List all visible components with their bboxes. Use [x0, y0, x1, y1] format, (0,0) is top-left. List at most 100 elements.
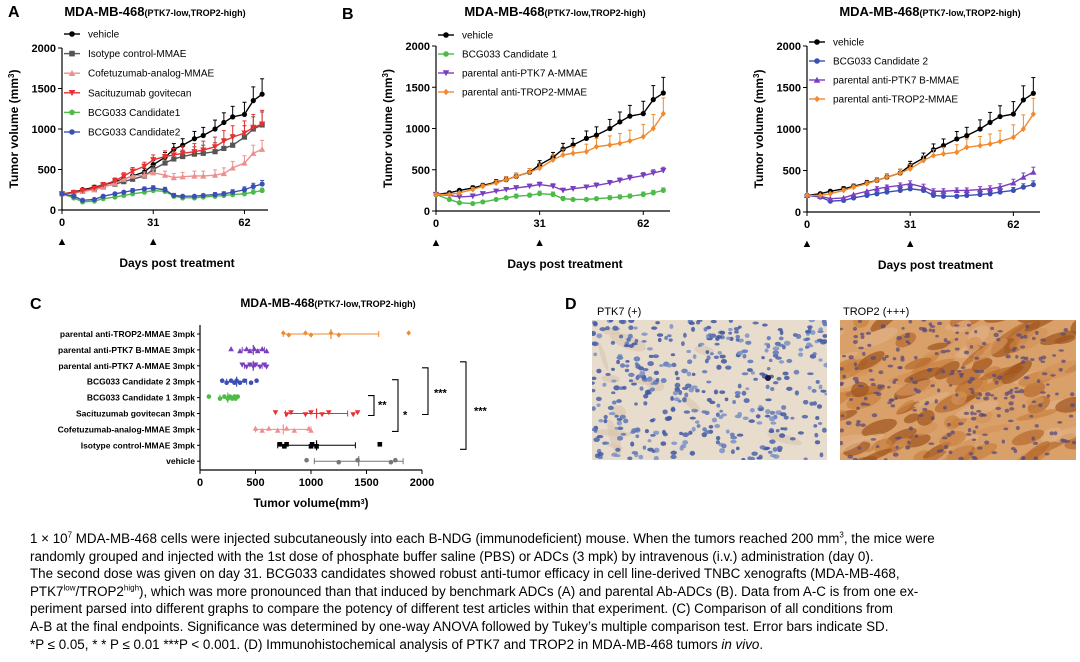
y-tick-label: 500 — [38, 165, 56, 177]
ihc-nucleus — [931, 328, 936, 333]
data-point — [987, 119, 993, 125]
ihc-stain — [1021, 441, 1050, 460]
ihc-nucleus — [691, 326, 695, 332]
ihc-nucleus — [974, 369, 981, 374]
ihc-nucleus — [595, 396, 602, 402]
ihc-stain — [957, 378, 988, 397]
ihc-nucleus — [628, 325, 634, 331]
ptk7-ihc-image — [592, 320, 827, 460]
ihc-nucleus — [1020, 335, 1024, 339]
ihc-stain — [959, 443, 998, 460]
ihc-nucleus — [730, 449, 735, 455]
ihc-nucleus — [768, 358, 773, 363]
ihc-nucleus — [780, 427, 785, 431]
panel-letter-b: B — [342, 6, 354, 23]
ihc-nucleus — [1014, 386, 1019, 390]
ihc-nucleus — [596, 403, 601, 407]
ihc-nucleus — [877, 386, 883, 390]
legend-label: Isotype control-MMAE — [88, 49, 187, 60]
ihc-nucleus — [671, 362, 677, 368]
ihc-nucleus — [858, 346, 864, 350]
ihc-nucleus — [677, 399, 682, 403]
ihc-nucleus — [798, 352, 804, 357]
ihc-nucleus — [972, 430, 976, 434]
data-point — [230, 114, 236, 120]
data-point — [987, 191, 993, 197]
ihc-nucleus — [815, 416, 820, 420]
ihc-nucleus — [618, 334, 624, 339]
ihc-nucleus — [592, 341, 598, 346]
ihc-nucleus — [611, 379, 617, 383]
data-point — [570, 196, 576, 203]
data-point — [162, 160, 168, 166]
data-point — [660, 90, 666, 96]
ihc-nucleus — [908, 426, 914, 431]
data-point — [954, 136, 960, 142]
ihc-nucleus — [706, 380, 712, 384]
ihc-nucleus — [641, 340, 647, 343]
ihc-nucleus — [710, 320, 717, 324]
data-point — [100, 193, 106, 199]
legend-label: Cofetuzumab-analog-MMAE — [88, 69, 214, 80]
ihc-nucleus — [941, 436, 948, 440]
ihc-nucleus — [889, 398, 895, 402]
ihc-nucleus — [660, 441, 667, 446]
ihc-nucleus — [1016, 333, 1022, 337]
ihc-nucleus — [1044, 452, 1050, 456]
ihc-nucleus — [818, 358, 823, 362]
ihc-nucleus — [1020, 457, 1025, 460]
series-1 — [804, 180, 1036, 204]
series-3 — [58, 109, 266, 197]
ihc-nucleus — [842, 374, 846, 379]
data-point — [120, 173, 127, 180]
ihc-nucleus — [1032, 441, 1039, 445]
data-point — [817, 192, 823, 199]
data-point — [954, 193, 960, 199]
ihc-nucleus — [1052, 354, 1057, 357]
data-point — [617, 140, 623, 147]
data-point — [171, 156, 177, 162]
data-point — [503, 195, 509, 201]
ihc-nucleus — [930, 384, 935, 388]
ihc-nucleus — [857, 384, 864, 388]
legend-label: Sacituzumab govitecan — [88, 88, 191, 99]
ihc-nucleus — [801, 414, 809, 419]
ihc-nucleus — [803, 337, 810, 342]
category-row-4 — [206, 392, 241, 403]
data-point — [907, 186, 913, 192]
ihc-nucleus — [647, 447, 654, 452]
legend-item: Isotype control-MMAE — [64, 49, 187, 60]
ihc-nucleus — [627, 456, 633, 460]
data-point — [350, 412, 356, 418]
ihc-nucleus — [1015, 354, 1019, 359]
series-line — [806, 92, 1034, 197]
data-point — [569, 186, 577, 192]
ihc-nucleus — [1058, 367, 1063, 372]
legend-swatch-marker — [69, 31, 75, 37]
ihc-nucleus — [688, 387, 695, 393]
chart-title: MDA-MB-468(PTK7-low,TROP2-high) — [464, 4, 645, 19]
data-point — [1030, 90, 1036, 96]
ihc-nucleus — [947, 422, 951, 427]
data-point — [626, 175, 633, 182]
ihc-nucleus — [728, 320, 734, 324]
data-point — [355, 457, 360, 463]
ihc-nucleus — [865, 331, 872, 335]
ihc-nucleus — [795, 333, 802, 339]
data-point — [259, 346, 265, 352]
data-point — [977, 126, 983, 132]
ihc-nucleus — [997, 329, 1003, 333]
ihc-nucleus — [984, 440, 990, 445]
ihc-nucleus — [848, 397, 854, 401]
legend-item: BCG033 Candidate2 — [64, 128, 181, 139]
ihc-nucleus — [946, 432, 952, 437]
data-point — [480, 199, 486, 205]
category-row-7 — [277, 440, 383, 451]
ihc-nucleus — [870, 355, 877, 360]
ihc-nucleus — [613, 385, 620, 391]
ihc-nucleus — [822, 334, 827, 338]
ihc-nucleus — [896, 335, 902, 341]
ihc-nucleus — [1021, 360, 1026, 365]
ihc-nucleus — [655, 377, 660, 382]
ihc-nucleus — [661, 429, 666, 435]
